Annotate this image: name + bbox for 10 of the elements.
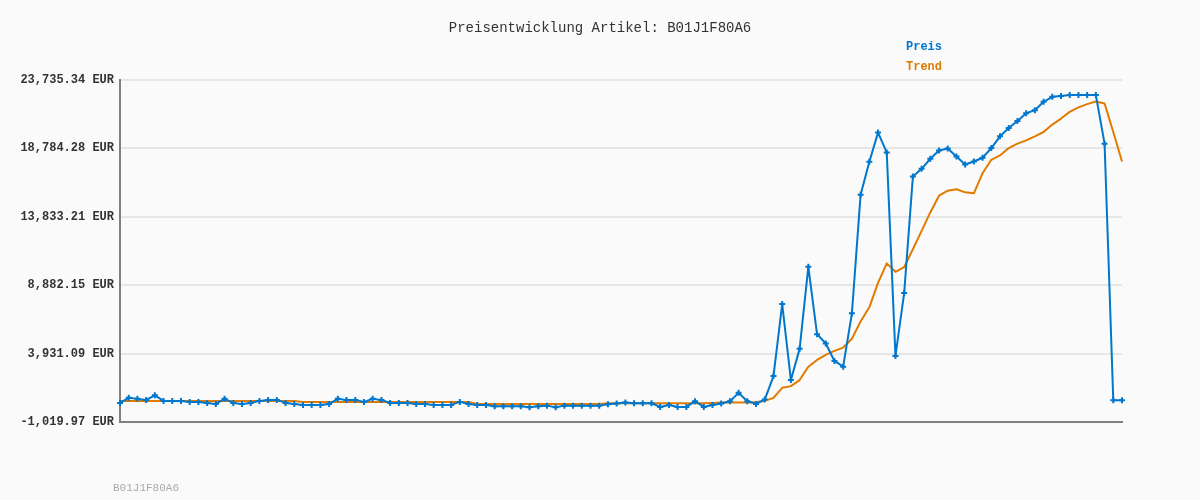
y-tick-label: -1,019.97 EUR bbox=[20, 415, 115, 430]
y-tick-label: 3,931.09 EUR bbox=[27, 346, 115, 361]
chart-title: Preisentwicklung Artikel: B01J1F80A6 bbox=[448, 19, 752, 36]
y-tick-label: 13,833.21 EUR bbox=[20, 209, 115, 224]
text: Trend bbox=[905, 60, 943, 75]
text: Preis bbox=[905, 40, 943, 55]
y-tick-label: 8,882.15 EUR bbox=[27, 278, 115, 293]
y-tick-label: 23,735.34 EUR bbox=[20, 73, 115, 88]
y-tick-label: 18,784.28 EUR bbox=[20, 141, 115, 156]
text: B01J1F80A6 bbox=[113, 481, 180, 494]
